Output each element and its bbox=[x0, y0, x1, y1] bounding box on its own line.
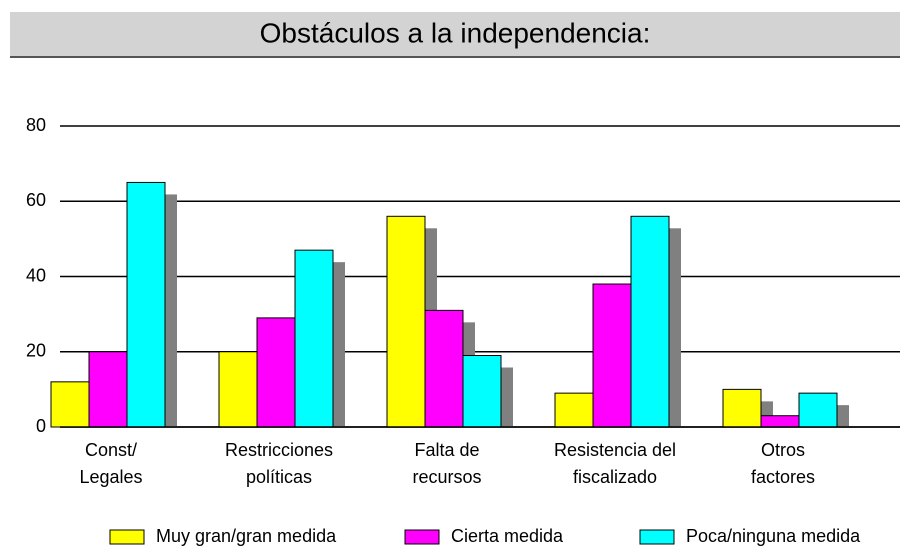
x-tick-label: Restricciones bbox=[225, 440, 333, 460]
x-tick-label: fiscalizado bbox=[573, 467, 657, 487]
bar-shadow bbox=[333, 262, 345, 427]
bar bbox=[462, 355, 502, 428]
bar bbox=[592, 283, 632, 428]
bar bbox=[722, 388, 762, 428]
bar-shadow bbox=[165, 194, 177, 427]
bar bbox=[760, 415, 800, 428]
x-tick-label: Resistencia del bbox=[554, 440, 676, 460]
bar-shadow bbox=[669, 228, 681, 427]
bar-shadow bbox=[837, 405, 849, 427]
x-tick-label: Otros bbox=[761, 440, 805, 460]
bar bbox=[424, 309, 464, 428]
bar bbox=[126, 181, 166, 428]
bar bbox=[554, 392, 594, 428]
bar bbox=[630, 215, 670, 428]
legend-label: Poca/ninguna medida bbox=[686, 526, 861, 546]
legend-swatch bbox=[639, 529, 675, 545]
x-tick-label: Legales bbox=[79, 467, 142, 487]
y-tick-label: 40 bbox=[26, 265, 46, 285]
x-tick-label: políticas bbox=[246, 467, 312, 487]
x-tick-label: Const/ bbox=[85, 440, 137, 460]
x-tick-label: Falta de bbox=[414, 440, 479, 460]
title-banner bbox=[10, 12, 900, 57]
y-tick-label: 80 bbox=[26, 115, 46, 135]
legend-label: Cierta medida bbox=[451, 526, 564, 546]
bar bbox=[50, 381, 90, 428]
y-tick-label: 60 bbox=[26, 190, 46, 210]
legend-swatch bbox=[404, 529, 440, 545]
y-tick-label: 0 bbox=[36, 416, 46, 436]
bar bbox=[294, 249, 334, 428]
x-tick-label: factores bbox=[751, 467, 815, 487]
bar-shadow bbox=[501, 367, 513, 427]
chart-title: Obstáculos a la independencia: bbox=[260, 17, 651, 48]
bar bbox=[798, 392, 838, 428]
bar bbox=[386, 215, 426, 428]
legend-swatch bbox=[109, 529, 145, 545]
bar bbox=[256, 317, 296, 428]
x-tick-label: recursos bbox=[412, 467, 481, 487]
bar bbox=[218, 351, 258, 428]
legend-label: Muy gran/gran medida bbox=[156, 526, 337, 546]
bar bbox=[88, 351, 128, 428]
y-tick-label: 20 bbox=[26, 341, 46, 361]
